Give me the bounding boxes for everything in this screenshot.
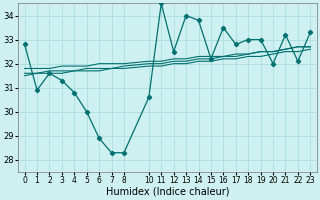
X-axis label: Humidex (Indice chaleur): Humidex (Indice chaleur) [106,187,229,197]
